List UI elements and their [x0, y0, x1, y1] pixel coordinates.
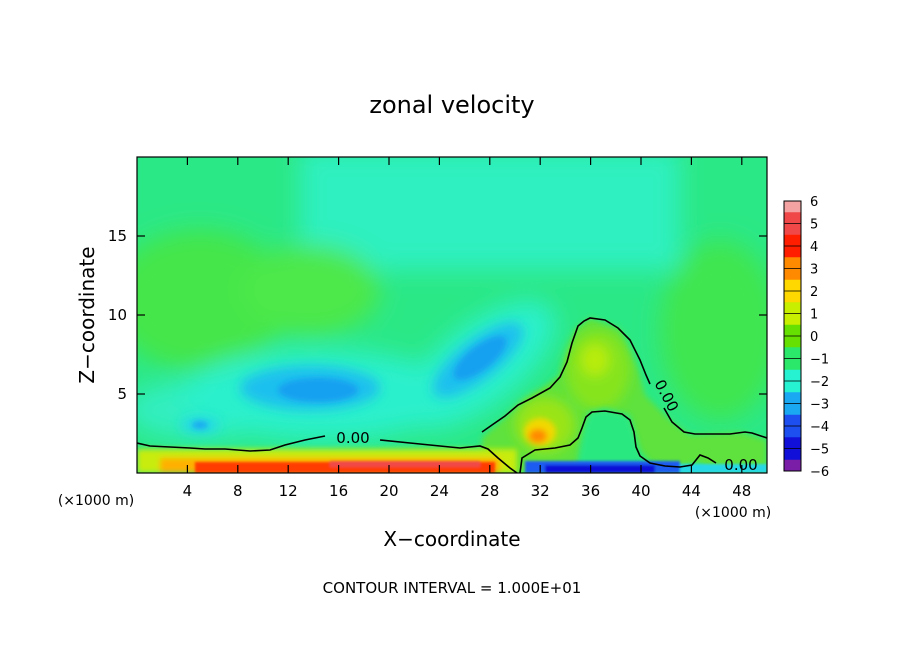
- contour-line-arch-tail: [663, 407, 767, 439]
- colorbar-segment: [784, 358, 801, 371]
- colorbar-label: 6: [810, 195, 818, 210]
- x-tick-label: 32: [531, 482, 550, 500]
- y-axis-title: Z−coordinate: [75, 246, 99, 383]
- y-axis-ticks: 5 10 15: [108, 227, 767, 403]
- x-unit-left: (×1000 m): [58, 493, 134, 509]
- colorbar-segment: [784, 201, 801, 213]
- field-bottom-red-core: [330, 461, 480, 467]
- colorbar-label: 1: [810, 308, 818, 323]
- field-core-b: [453, 336, 507, 380]
- colorbar-segment: [784, 234, 801, 247]
- field-core-a: [278, 378, 358, 402]
- y-tick-label: 10: [108, 306, 127, 324]
- field-warm-c: [581, 344, 609, 376]
- colorbar-segment: [784, 336, 801, 348]
- colorbar-segment: [784, 381, 801, 393]
- field-bottom-navy: [545, 465, 655, 473]
- y-tick-label: 5: [117, 385, 127, 403]
- colorbar-segment: [784, 414, 801, 427]
- colorbar-segment: [784, 324, 801, 337]
- colorbar-label: −5: [810, 443, 829, 458]
- field-core-c: [192, 421, 208, 429]
- field-upper-cyan: [300, 157, 680, 270]
- chart-title: zonal velocity: [369, 91, 534, 119]
- colorbar-segment: [784, 459, 801, 472]
- x-tick-label: 20: [379, 482, 398, 500]
- y-tick-label: 15: [108, 227, 127, 245]
- contour-line-arch: [481, 317, 651, 433]
- colorbar-label: −3: [810, 398, 829, 413]
- colorbar-segment: [784, 268, 801, 281]
- colorbar-segment: [784, 302, 801, 314]
- x-tick-label: 36: [581, 482, 600, 500]
- x-tick-label: 16: [329, 482, 348, 500]
- field-hot-b: [529, 429, 547, 443]
- x-tick-label: 8: [233, 482, 243, 500]
- contour-line-inner: [519, 410, 717, 473]
- colorbar-label: −1: [810, 353, 829, 368]
- colorbar-label: 3: [810, 263, 818, 278]
- contour-label-right: 0.00: [724, 456, 757, 474]
- colorbar-segment: [784, 403, 801, 416]
- colorbar-segment: [784, 246, 801, 258]
- x-tick-label: 24: [430, 482, 449, 500]
- field-upper-green-left: [137, 230, 290, 370]
- colorbar-label: 5: [810, 218, 818, 233]
- colorbar-segment: [784, 223, 801, 236]
- colorbar-segment: [784, 392, 801, 404]
- x-tick-label: 40: [631, 482, 650, 500]
- x-tick-label: 44: [682, 482, 701, 500]
- colorbar-segment: [784, 279, 801, 292]
- field-bottom-cyan: [680, 464, 767, 473]
- colorbar-segment: [784, 369, 801, 382]
- colorbar-label: 4: [810, 240, 818, 255]
- x-axis-ticks: 4 8 12 16 20 24 28 32 36 40 44 48: [183, 157, 751, 500]
- colorbar-label: −4: [810, 420, 829, 435]
- contour-line-low: [137, 435, 326, 452]
- colorbar-segment: [784, 437, 801, 449]
- field-upper-green-mid: [240, 245, 380, 335]
- contour-interval-footer: CONTOUR INTERVAL = 1.000E+01: [323, 579, 582, 597]
- colorbar-label: 0: [810, 330, 818, 345]
- contour-lines: [137, 317, 767, 473]
- colorbar-segment: [784, 347, 801, 359]
- colorbar-segment: [784, 257, 801, 269]
- contour-label-left: 0.00: [336, 429, 369, 447]
- colorbar-label: −2: [810, 375, 829, 390]
- field-hole: [575, 408, 710, 473]
- colorbar-segment: [784, 313, 801, 326]
- colorbar-segment: [784, 291, 801, 303]
- colorbar: 6 5 4 3 2 1 0 −1 −2 −3 −4 −5 −6: [783, 195, 829, 480]
- x-tick-label: 48: [732, 482, 751, 500]
- x-unit-right: (×1000 m): [695, 505, 771, 521]
- x-tick-label: 12: [279, 482, 298, 500]
- contour-line-low-2: [379, 439, 518, 473]
- velocity-field: [137, 157, 767, 473]
- colorbar-label: 2: [810, 285, 818, 300]
- colorbar-segment: [784, 448, 801, 461]
- x-tick-label: 4: [183, 482, 193, 500]
- colorbar-segment: [784, 212, 801, 224]
- colorbar-segment: [784, 426, 801, 438]
- x-tick-label: 28: [480, 482, 499, 500]
- x-axis-title: X−coordinate: [383, 527, 520, 551]
- colorbar-label: −6: [810, 465, 829, 480]
- field-bottom-red: [195, 462, 495, 473]
- field-right-green: [660, 240, 767, 420]
